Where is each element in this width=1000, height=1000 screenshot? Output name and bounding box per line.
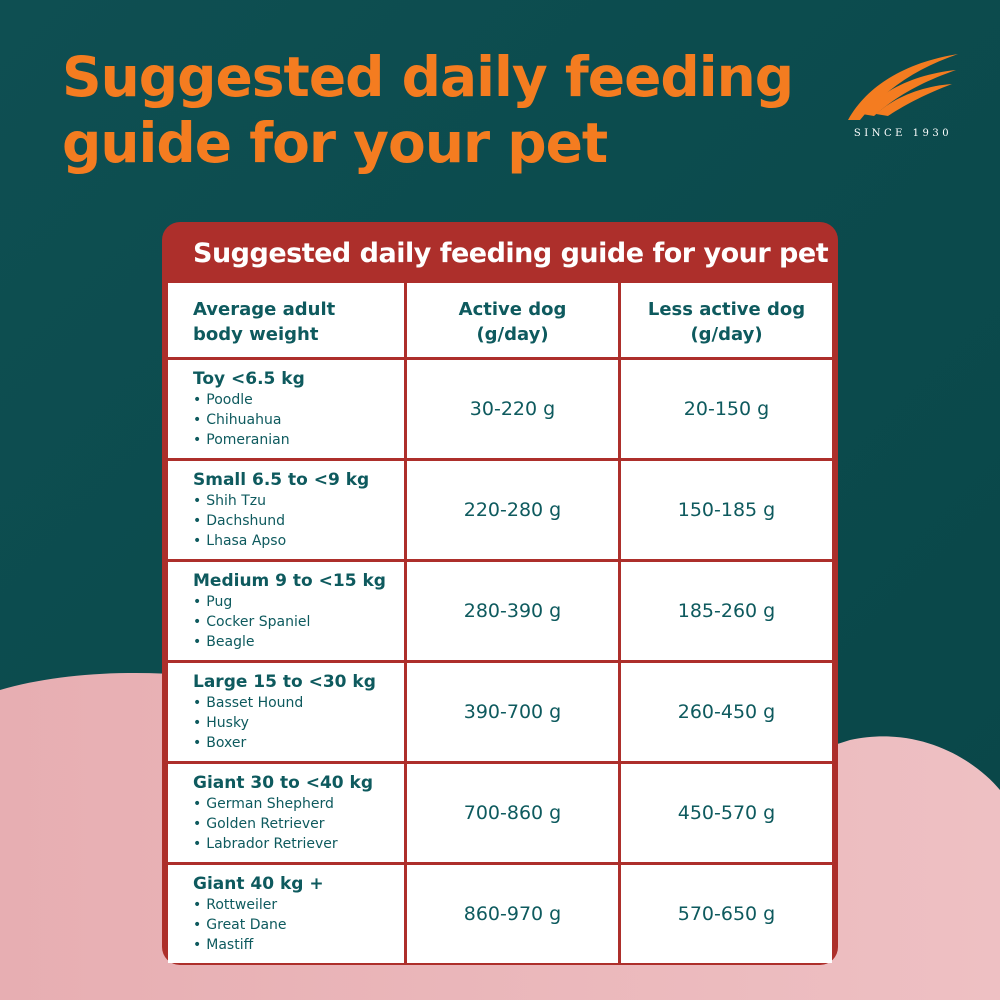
breed-list: Shih Tzu Dachshund Lhasa Apso [193, 491, 404, 551]
feeding-table-card: Suggested daily feeding guide for your p… [162, 222, 838, 965]
active-amount: 390-700 g [407, 663, 618, 761]
less-active-amount: 150-185 g [621, 461, 832, 559]
weight-class: Medium 9 to <15 kg [193, 571, 386, 591]
breed-list: Pug Cocker Spaniel Beagle [193, 592, 404, 652]
weight-class: Toy <6.5 kg [193, 369, 305, 389]
weight-class: Giant 30 to <40 kg [193, 773, 373, 793]
breed-item: Lhasa Apso [193, 531, 404, 551]
flame-swoosh-icon [848, 54, 958, 120]
breed-item: Rottweiler [193, 895, 404, 915]
feeding-table: Average adult body weight Active dog (g/… [168, 283, 832, 963]
weight-class-cell: Medium 9 to <15 kg Pug Cocker Spaniel Be… [168, 562, 404, 660]
breed-list: Basset Hound Husky Boxer [193, 693, 404, 753]
less-active-amount: 20-150 g [621, 360, 832, 458]
active-amount: 220-280 g [407, 461, 618, 559]
breed-list: Rottweiler Great Dane Mastiff [193, 895, 404, 955]
breed-item: Shih Tzu [193, 491, 404, 511]
header-body-weight: Average adult body weight [168, 283, 404, 357]
weight-class: Large 15 to <30 kg [193, 672, 376, 692]
breed-item: Beagle [193, 632, 404, 652]
breed-item: German Shepherd [193, 794, 404, 814]
breed-item: Labrador Retriever [193, 834, 404, 854]
weight-class-cell: Small 6.5 to <9 kg Shih Tzu Dachshund Lh… [168, 461, 404, 559]
header-active-dog: Active dog (g/day) [407, 283, 618, 357]
weight-class-cell: Giant 30 to <40 kg German Shepherd Golde… [168, 764, 404, 862]
header-body-weight-line-2: body weight [193, 324, 319, 345]
header-body-weight-line-1: Average adult [193, 299, 336, 320]
breed-list: German Shepherd Golden Retriever Labrado… [193, 794, 404, 854]
breed-item: Mastiff [193, 935, 404, 955]
active-amount: 30-220 g [407, 360, 618, 458]
brand-logo: SINCE 1930 [838, 44, 968, 144]
breed-list: Poodle Chihuahua Pomeranian [193, 390, 404, 450]
weight-class-cell: Large 15 to <30 kg Basset Hound Husky Bo… [168, 663, 404, 761]
headline-line-1: Suggested daily feeding [62, 45, 794, 109]
breed-item: Dachshund [193, 511, 404, 531]
breed-item: Cocker Spaniel [193, 612, 404, 632]
active-amount: 700-860 g [407, 764, 618, 862]
headline: Suggested daily feeding guide for your p… [62, 44, 794, 176]
less-active-amount: 450-570 g [621, 764, 832, 862]
active-amount: 860-970 g [407, 865, 618, 963]
breed-item: Husky [193, 713, 404, 733]
headline-line-2: guide for your pet [62, 111, 608, 175]
breed-item: Poodle [193, 390, 404, 410]
active-amount: 280-390 g [407, 562, 618, 660]
header-active-dog-line-1: Active dog [458, 299, 567, 320]
header-less-active-dog-line-1: Less active dog [647, 299, 806, 320]
breed-item: Chihuahua [193, 410, 404, 430]
less-active-amount: 185-260 g [621, 562, 832, 660]
header-less-active-dog: Less active dog (g/day) [621, 283, 832, 357]
breed-item: Pug [193, 592, 404, 612]
weight-class: Giant 40 kg + [193, 874, 324, 894]
header-less-active-dog-line-2: (g/day) [690, 324, 763, 345]
logo-tagline: SINCE 1930 [853, 128, 953, 139]
table-title: Suggested daily feeding guide for your p… [193, 238, 829, 269]
breed-item: Boxer [193, 733, 404, 753]
weight-class-cell: Toy <6.5 kg Poodle Chihuahua Pomeranian [168, 360, 404, 458]
breed-item: Pomeranian [193, 430, 404, 450]
header-active-dog-line-2: (g/day) [476, 324, 549, 345]
breed-item: Basset Hound [193, 693, 404, 713]
breed-item: Great Dane [193, 915, 404, 935]
breed-item: Golden Retriever [193, 814, 404, 834]
weight-class: Small 6.5 to <9 kg [193, 470, 370, 490]
less-active-amount: 260-450 g [621, 663, 832, 761]
less-active-amount: 570-650 g [621, 865, 832, 963]
weight-class-cell: Giant 40 kg + Rottweiler Great Dane Mast… [168, 865, 404, 963]
